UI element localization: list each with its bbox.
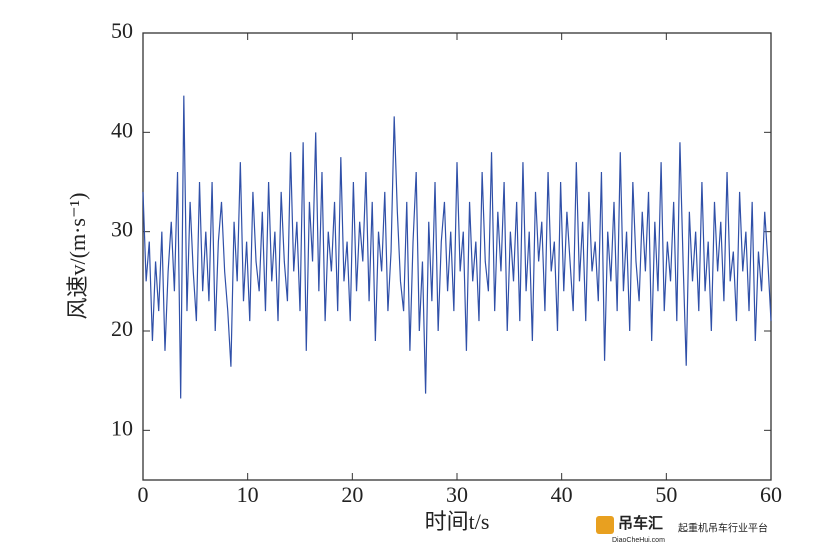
y-axis-label: 风速v/(m·s⁻¹)	[65, 193, 90, 320]
y-tick-label: 10	[111, 415, 133, 440]
y-tick-label: 50	[111, 18, 133, 43]
data-line	[142, 95, 772, 399]
x-tick-label: 60	[760, 482, 782, 507]
y-tick-label: 40	[111, 117, 133, 142]
x-tick-label: 40	[551, 482, 573, 507]
x-tick-label: 50	[655, 482, 677, 507]
x-tick-label: 30	[446, 482, 468, 507]
x-tick-label: 20	[341, 482, 363, 507]
plot-frame	[142, 32, 772, 481]
watermark-logo	[596, 516, 614, 534]
x-tick-label: 0	[138, 482, 149, 507]
watermark-slogan: 起重机吊车行业平台	[678, 522, 768, 535]
y-tick-label: 20	[111, 316, 133, 341]
watermark-brand: 吊车汇	[618, 514, 663, 532]
watermark-site: DiaoCheHui.com	[612, 537, 665, 544]
y-tick-label: 30	[111, 217, 133, 242]
x-axis-label: 时间t/s	[425, 509, 490, 534]
x-tick-label: 10	[237, 482, 259, 507]
